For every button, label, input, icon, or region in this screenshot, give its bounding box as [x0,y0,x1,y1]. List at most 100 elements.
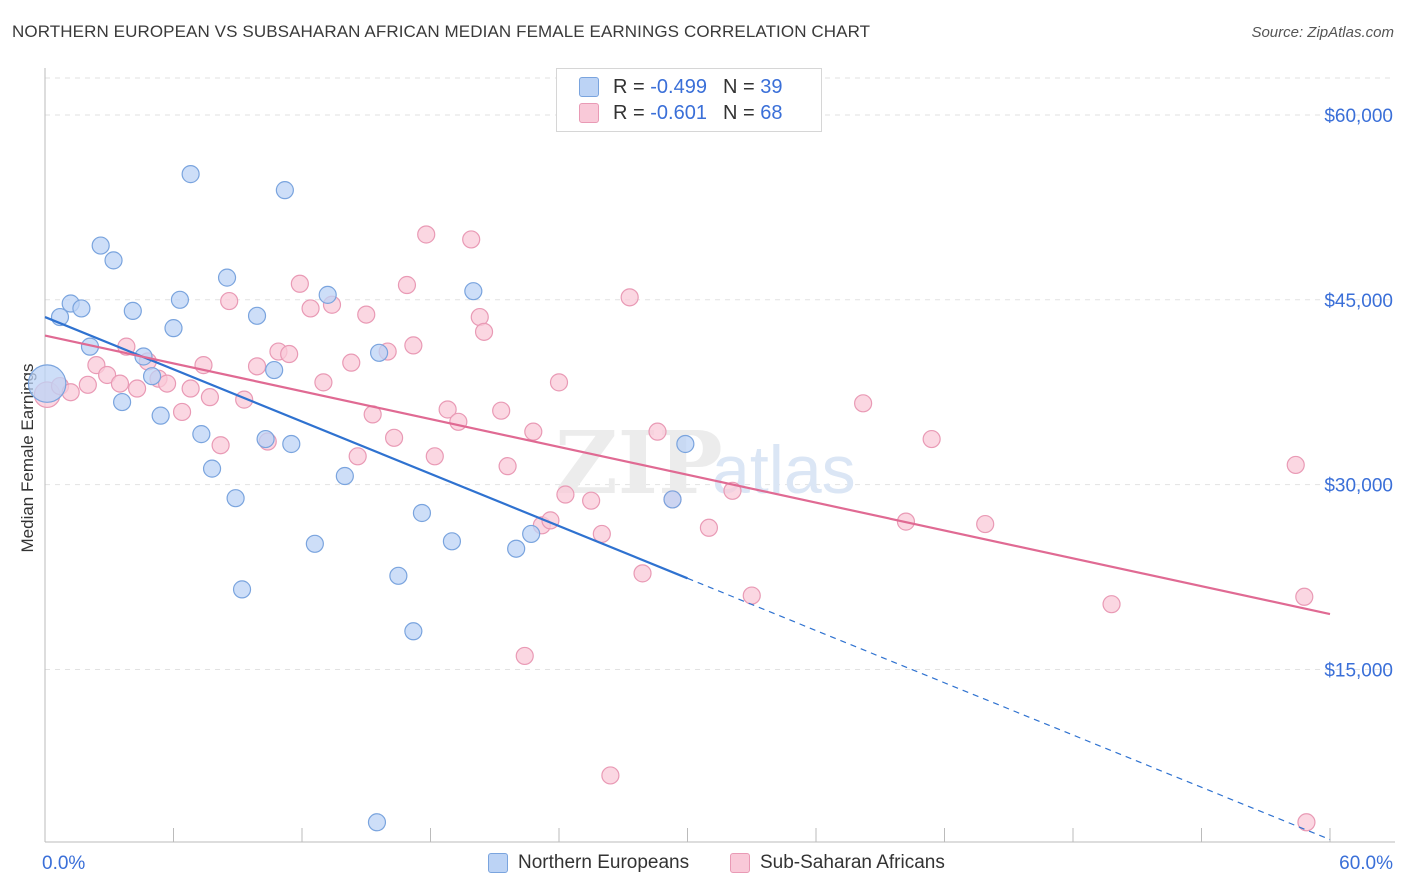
data-point-sub-saharan-africans [384,428,404,447]
data-point-sub-saharan-africans [854,394,873,413]
data-point-sub-saharan-africans [515,646,534,666]
data-point-sub-saharan-africans [127,379,147,398]
data-point-northern-europeans [663,490,682,509]
data-point-northern-europeans [151,406,170,425]
data-point-sub-saharan-africans [699,518,719,537]
data-point-northern-europeans [256,429,275,449]
data-point-sub-saharan-africans [220,291,239,311]
bottom-legend-sub-saharan-africans: Sub-Saharan Africans [730,852,945,874]
legend-row-northern-europeans: R = -0.499 N = 39 [579,75,782,99]
legend-r-value: -0.499 [650,75,707,98]
data-point-northern-europeans [370,343,389,362]
data-point-sub-saharan-africans [633,564,652,583]
data-point-northern-europeans [170,290,190,309]
legend-n-value: 39 [760,75,783,98]
data-point-northern-europeans [192,425,211,444]
data-point-northern-europeans [164,319,183,338]
data-point-northern-europeans [335,466,354,486]
data-point-northern-europeans [522,524,541,544]
data-point-sub-saharan-africans [417,225,436,244]
data-point-northern-europeans [226,489,245,508]
data-point-northern-europeans [275,181,294,200]
trend-line-northern-europeans-extrapolated [687,577,1331,841]
data-point-northern-europeans [464,282,483,301]
data-point-northern-europeans [412,503,432,523]
legend-swatch-pink [579,103,599,123]
data-point-sub-saharan-africans [404,336,423,355]
data-point-sub-saharan-africans [342,353,361,372]
data-point-northern-europeans [676,434,695,454]
data-point-sub-saharan-africans [976,514,995,534]
trend-line-northern-europeans [44,316,688,580]
data-point-sub-saharan-africans [98,365,117,385]
legend-n-label: N = [722,101,755,124]
y-tick-label: $60,000 [1324,106,1393,127]
data-point-sub-saharan-africans [1286,455,1305,475]
data-point-northern-europeans [265,360,284,380]
data-point-northern-europeans [318,285,337,304]
data-point-sub-saharan-africans [601,766,620,785]
data-point-sub-saharan-africans [348,447,367,466]
series-northern-europeans [27,165,695,832]
legend-r-label: R = [613,75,645,98]
data-point-sub-saharan-africans [742,586,761,605]
bottom-legend-label: Sub-Saharan Africans [760,852,945,873]
data-point-northern-europeans [389,566,408,585]
watermark: ZIP atlas [555,413,856,514]
legend-row-sub-saharan-africans: R = -0.601 N = 68 [579,101,782,125]
data-point-northern-europeans [142,367,162,386]
data-point-northern-europeans [27,364,67,403]
data-point-northern-europeans [72,299,91,318]
data-point-northern-europeans [232,580,252,599]
series-sub-saharan-africans [33,225,1316,832]
data-point-northern-europeans [104,251,123,270]
data-point-northern-europeans [181,165,200,184]
data-point-sub-saharan-africans [922,429,941,449]
legend-n-label: N = [722,75,755,98]
data-point-sub-saharan-africans [449,412,468,431]
data-point-sub-saharan-africans [172,402,192,422]
data-point-sub-saharan-africans [397,275,417,295]
data-point-sub-saharan-africans [357,305,376,324]
data-point-northern-europeans [247,306,267,325]
chart-title: NORTHERN EUROPEAN VS SUBSAHARAN AFRICAN … [12,22,871,41]
tick-labels: $15,000 $30,000 $45,000 $60,000 0.0% 60.0% [42,106,1393,874]
data-point-sub-saharan-africans [498,457,517,476]
data-point-sub-saharan-africans [78,375,97,394]
data-point-sub-saharan-africans [314,373,333,392]
data-point-sub-saharan-africans [280,344,299,364]
data-point-sub-saharan-africans [200,388,220,407]
data-point-sub-saharan-africans [474,322,494,341]
data-point-northern-europeans [112,392,132,412]
grid-lines [45,77,1395,670]
data-point-northern-europeans [442,532,462,551]
correlation-legend: R = -0.499 N = 39 R = -0.601 N = 68 [556,68,822,132]
data-point-sub-saharan-africans [620,288,639,307]
data-point-northern-europeans [282,434,301,454]
data-point-northern-europeans [123,301,142,320]
data-point-sub-saharan-africans [247,357,267,376]
data-point-sub-saharan-africans [462,230,481,249]
data-point-sub-saharan-africans [556,485,575,504]
data-point-sub-saharan-africans [549,373,569,392]
data-point-sub-saharan-africans [582,491,601,510]
data-point-sub-saharan-africans [1102,595,1121,614]
data-point-northern-europeans [305,534,324,553]
axes [44,68,1395,843]
data-point-northern-europeans [202,459,222,478]
legend-swatch-blue [579,77,599,97]
data-point-sub-saharan-africans [1295,587,1314,606]
bottom-legend-swatch-pink [730,853,750,873]
data-point-sub-saharan-africans [1297,813,1316,832]
data-point-northern-europeans [507,539,526,558]
legend-r-value: -0.601 [650,101,707,124]
y-tick-label: $45,000 [1324,291,1393,312]
y-tick-label: $15,000 [1324,660,1393,681]
x-tick-label: 0.0% [42,853,85,874]
legend-r-label: R = [613,101,645,124]
data-point-sub-saharan-africans [524,422,543,441]
data-point-sub-saharan-africans [290,274,309,293]
data-point-sub-saharan-africans [301,299,320,318]
y-tick-label: $30,000 [1324,476,1393,497]
